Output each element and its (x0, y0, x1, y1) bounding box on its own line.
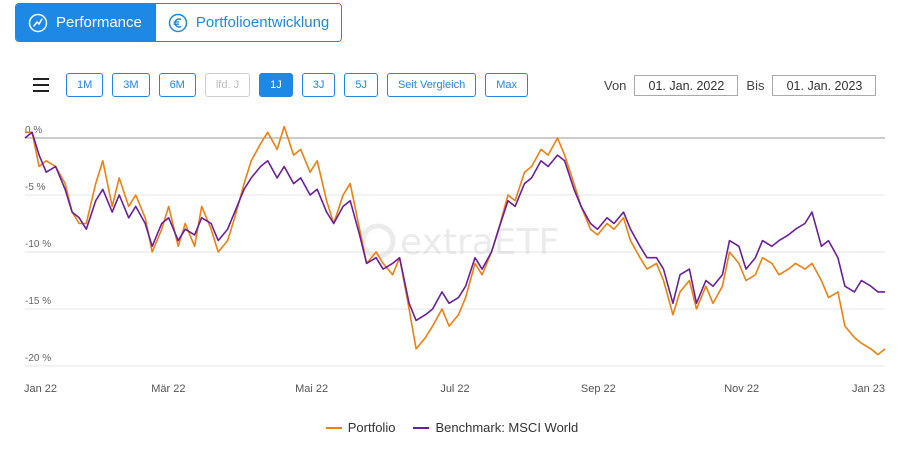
legend-item-portfolio[interactable]: Portfolio (325, 420, 396, 435)
y-tick-label: 0 % (25, 125, 42, 136)
y-tick-label: -20 % (25, 353, 51, 364)
watermark-logo: extraETF (360, 222, 559, 263)
tab-portfolioentwicklung-label: Portfolioentwicklung (195, 14, 330, 31)
range-button-1m[interactable]: 1M (66, 73, 104, 97)
range-button-6m[interactable]: 6M (158, 73, 196, 97)
performance-chart: 0 % -5 % -10 % -15 % -20 % extraETF Jan 22 Mär … (24, 125, 886, 395)
x-tick-label: Jan 22 (24, 383, 57, 395)
tab-performance[interactable]: Performance (16, 4, 155, 41)
date-from-label: Von (604, 78, 627, 93)
range-button-max[interactable]: Max (485, 73, 528, 97)
range-button-3j[interactable]: 3J (301, 73, 336, 97)
menu-icon[interactable] (33, 77, 49, 93)
series-line-benchmark[interactable] (24, 131, 885, 322)
y-tick-label: -15 % (25, 296, 51, 307)
performance-icon (28, 13, 48, 32)
x-tick-label: Mai 22 (295, 383, 328, 395)
range-button-lfd-j: lfd. J (204, 73, 251, 97)
euro-icon (168, 13, 188, 32)
range-button-5j[interactable]: 5J (344, 73, 378, 97)
date-to-input[interactable]: 01. Jan. 2023 (772, 75, 877, 96)
range-button-seit-vergleich[interactable]: Seit Vergleich (386, 73, 477, 97)
tab-portfolioentwicklung[interactable]: Portfolioentwicklung (154, 4, 342, 41)
legend-label-benchmark: Benchmark: MSCI World (435, 420, 579, 435)
range-button-3m[interactable]: 3M (112, 73, 150, 97)
legend-label-portfolio: Portfolio (347, 420, 396, 435)
legend-swatch-benchmark (413, 426, 430, 429)
y-tick-label: -10 % (25, 239, 51, 250)
x-tick-label: Jan 23 (852, 383, 885, 395)
x-tick-label: Mär 22 (151, 383, 185, 395)
x-tick-label: Nov 22 (724, 383, 759, 395)
x-tick-label: Jul 22 (440, 383, 469, 395)
tab-performance-label: Performance (56, 14, 142, 31)
view-tabs: Performance Portfolioentwicklung (15, 3, 343, 42)
range-selector: 1M 3M 6M lfd. J 1J 3J 5J Seit Vergleich … (66, 73, 528, 97)
legend-item-benchmark[interactable]: Benchmark: MSCI World (413, 420, 578, 435)
legend-swatch-portfolio (325, 426, 342, 429)
y-tick-label: -5 % (25, 182, 46, 193)
chart-legend: Portfolio Benchmark: MSCI World (0, 420, 904, 435)
watermark-text: extraETF (400, 222, 559, 263)
range-button-1j[interactable]: 1J (259, 73, 293, 97)
date-to-label: Bis (746, 78, 765, 93)
series-line-portfolio[interactable] (25, 125, 886, 356)
date-from-input[interactable]: 01. Jan. 2022 (634, 75, 739, 96)
x-tick-label: Sep 22 (581, 383, 616, 395)
date-range: Von 01. Jan. 2022 Bis 01. Jan. 2023 (604, 75, 877, 96)
